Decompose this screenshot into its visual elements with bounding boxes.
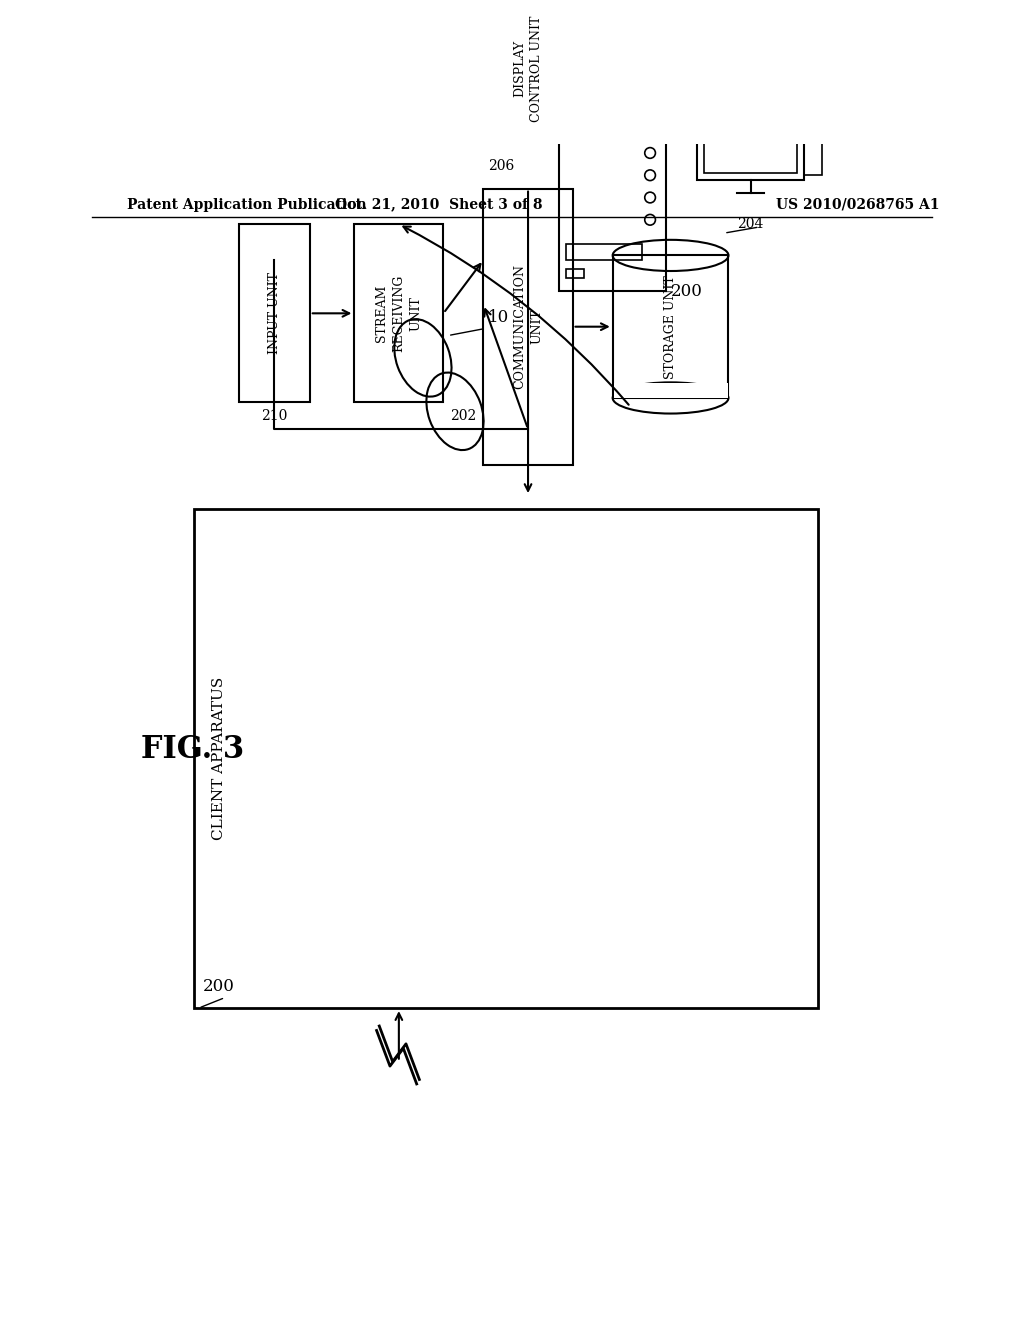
Text: 204: 204 — [737, 218, 764, 231]
Text: INPUT UNIT: INPUT UNIT — [267, 272, 281, 354]
Bar — [705, 98, 797, 173]
Bar — [194, 510, 817, 1008]
Text: COMMUNICATION
UNIT: COMMUNICATION UNIT — [513, 264, 543, 389]
Text: 202: 202 — [451, 409, 477, 422]
Bar — [697, 91, 804, 180]
Text: Patent Application Publication: Patent Application Publication — [127, 198, 367, 211]
Text: 200: 200 — [203, 978, 234, 995]
Bar — [566, 269, 584, 277]
Bar — [239, 224, 310, 403]
Text: DISPLAY
CONTROL UNIT: DISPLAY CONTROL UNIT — [513, 15, 543, 121]
Bar — [612, 255, 728, 397]
Bar — [483, 1, 572, 135]
Bar — [566, 244, 642, 260]
Text: STORAGE UNIT: STORAGE UNIT — [665, 275, 677, 379]
Bar — [613, 383, 728, 397]
Text: 200: 200 — [671, 282, 702, 300]
Text: 210: 210 — [261, 409, 288, 422]
Text: STREAM
RECEIVING
UNIT: STREAM RECEIVING UNIT — [376, 275, 422, 352]
Text: US 2010/0268765 A1: US 2010/0268765 A1 — [776, 198, 939, 211]
Text: CLIENT APPARATUS: CLIENT APPARATUS — [212, 677, 225, 841]
Text: 10: 10 — [488, 309, 509, 326]
Bar — [354, 224, 443, 403]
Text: Oct. 21, 2010  Sheet 3 of 8: Oct. 21, 2010 Sheet 3 of 8 — [335, 198, 543, 211]
Text: 206: 206 — [488, 160, 514, 173]
Bar — [804, 95, 822, 176]
Text: FIG. 3: FIG. 3 — [140, 734, 244, 766]
Bar — [483, 189, 572, 465]
